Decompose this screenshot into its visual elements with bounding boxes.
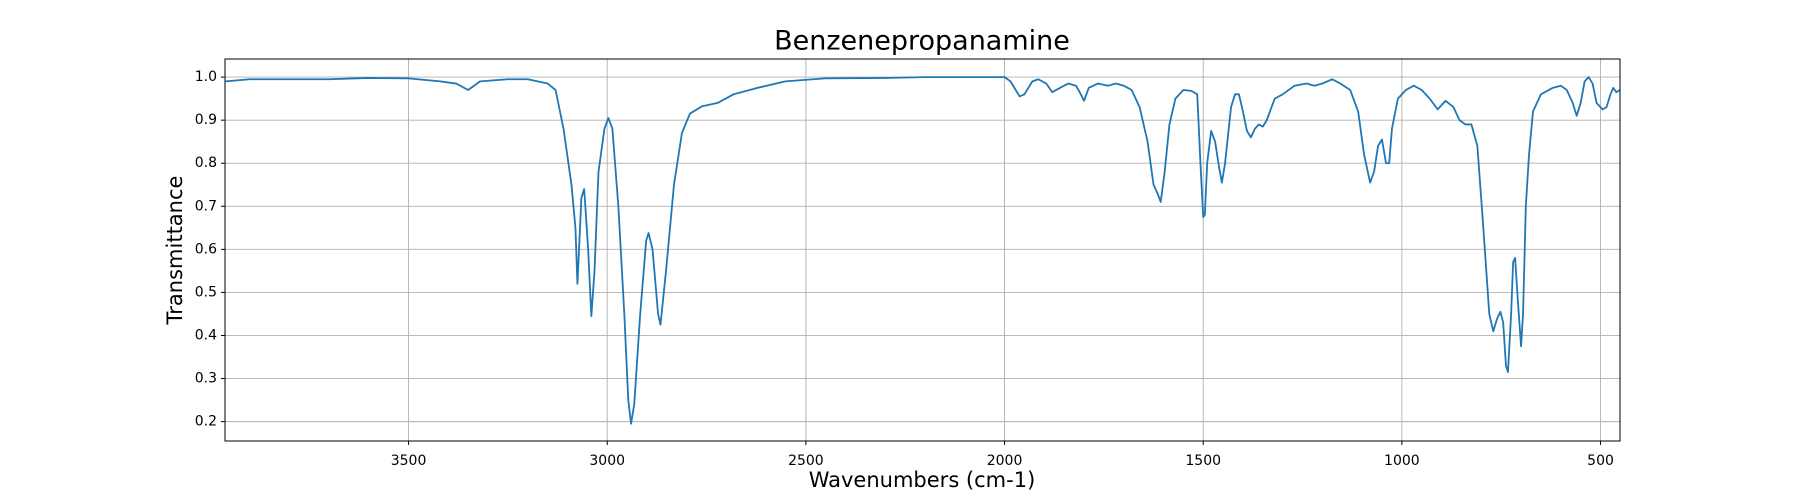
y-tick-label: 0.2 bbox=[195, 414, 217, 430]
spectrum-line bbox=[225, 76, 1621, 425]
chart-title: Benzenepropanamine bbox=[774, 26, 1070, 57]
x-tick-label: 3000 bbox=[589, 453, 625, 469]
y-tick-label: 0.9 bbox=[195, 112, 217, 128]
y-tick-label: 0.5 bbox=[195, 284, 217, 300]
x-tick-label: 500 bbox=[1587, 453, 1614, 469]
x-axis-label: Wavenumbers (cm-1) bbox=[809, 468, 1036, 492]
x-tick-label: 1500 bbox=[1185, 453, 1221, 469]
y-tick-label: 0.3 bbox=[195, 371, 217, 387]
plot-frame bbox=[224, 58, 1621, 442]
y-tick-label: 0.4 bbox=[195, 327, 217, 343]
x-tick-label: 1000 bbox=[1384, 453, 1420, 469]
y-tick-label: 0.6 bbox=[195, 241, 217, 257]
x-tick-label: 3500 bbox=[391, 453, 427, 469]
y-tick-label: 0.7 bbox=[195, 198, 217, 214]
y-axis-label: Transmittance bbox=[163, 176, 187, 326]
x-tick-label: 2000 bbox=[987, 453, 1023, 469]
x-tick-label: 2500 bbox=[788, 453, 824, 469]
y-tick-label: 1.0 bbox=[195, 69, 217, 85]
y-tick-label: 0.8 bbox=[195, 155, 217, 171]
